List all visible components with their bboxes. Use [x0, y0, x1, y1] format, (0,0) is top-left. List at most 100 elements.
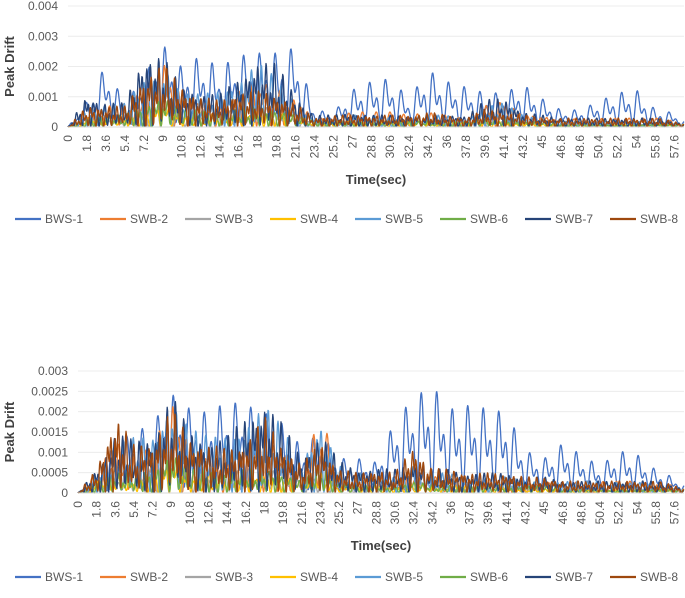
y-tick-label: 0.0005 — [31, 466, 68, 480]
x-tick-label: 21.6 — [288, 135, 302, 159]
x-tick-label: 5.4 — [118, 135, 132, 152]
x-tick-label: 34.2 — [421, 135, 435, 159]
c1-series-swb-8 — [67, 67, 685, 128]
x-tick-label: 32.4 — [407, 501, 421, 525]
y-tick-label: 0.002 — [38, 405, 68, 419]
chart-1-svg: 0 0.001 0.002 0.003 0.004 0 1.8 3.6 5.4 7.2 9 10.8 1… — [2, 0, 685, 226]
legend-label: SWB-7 — [555, 570, 593, 584]
x-axis-title: Time(sec) — [346, 172, 406, 187]
x-tick-label: 57.6 — [668, 501, 682, 525]
x-tick-label: 27 — [351, 501, 365, 515]
x-tick-label: 54 — [630, 135, 644, 149]
x-tick-label: 1.8 — [80, 135, 94, 152]
x-tick-label: 41.4 — [500, 501, 514, 525]
legend-label: SWB-4 — [300, 212, 338, 226]
x-tick-label: 52.2 — [611, 135, 625, 159]
x-tick-label: 19.8 — [269, 135, 283, 159]
x-tick-label: 12.6 — [194, 135, 208, 159]
x-tick-label: 3.6 — [108, 501, 122, 518]
legend-label: SWB-5 — [385, 212, 423, 226]
legend-label: SWB-4 — [300, 570, 338, 584]
y-tick-label: 0.0015 — [31, 425, 68, 439]
legend-label: SWB-3 — [215, 570, 253, 584]
y-tick-label: 0.003 — [38, 364, 68, 378]
x-tick-label: 39.6 — [478, 135, 492, 159]
x-tick-label: 37.8 — [463, 501, 477, 525]
legend-label: SWB-2 — [130, 570, 168, 584]
y-tick-label: 0.001 — [38, 445, 68, 459]
y-tick-label: 0 — [51, 120, 58, 134]
y-axis-title: Peak Drift — [2, 401, 17, 462]
x-tick-label: 45 — [535, 135, 549, 149]
x-axis-title: Time(sec) — [351, 538, 411, 553]
legend-label: SWB-5 — [385, 570, 423, 584]
y-tick-label: 0 — [61, 486, 68, 500]
x-tick-label: 7.2 — [137, 135, 151, 152]
legend-label: BWS-1 — [45, 212, 83, 226]
x-tick-label: 46.8 — [556, 501, 570, 525]
x-tick-label: 43.2 — [516, 135, 530, 159]
y-tick-label: 0.0025 — [31, 384, 68, 398]
legend-label: SWB-8 — [640, 212, 678, 226]
legend-label: SWB-6 — [470, 570, 508, 584]
x-tick-label: 19.8 — [276, 501, 290, 525]
x-tick-label: 23.4 — [307, 135, 321, 159]
x-tick-label: 50.4 — [592, 135, 606, 159]
x-tick-label: 28.8 — [364, 135, 378, 159]
peak-drift-chart-1: 0 0.001 0.002 0.003 0.004 0 1.8 3.6 5.4 7.2 9 10.8 1… — [0, 0, 685, 240]
y-tick-label: 0.001 — [28, 90, 58, 104]
peak-drift-chart-2: 0 0.0005 0.001 0.0015 0.002 0.0025 0.003 0 1.8 3.… — [0, 360, 685, 593]
y-tick-label: 0.003 — [28, 29, 58, 43]
x-tick-label: 36 — [444, 501, 458, 515]
x-tick-label: 14.4 — [213, 135, 227, 159]
x-tick-label: 12.6 — [202, 501, 216, 525]
x-tick-label: 25.2 — [326, 135, 340, 159]
x-tick-label: 46.8 — [554, 135, 568, 159]
x-tick-label: 55.8 — [649, 135, 663, 159]
x-tick-label: 45 — [537, 501, 551, 515]
x-tick-label: 52.2 — [612, 501, 626, 525]
x-tick-label: 30.6 — [388, 501, 402, 525]
x-tick-label: 48.6 — [573, 135, 587, 159]
legend-label: BWS-1 — [45, 570, 83, 584]
legend-label: SWB-7 — [555, 212, 593, 226]
x-tick-label: 18 — [251, 135, 265, 149]
x-tick-label: 9 — [156, 135, 170, 142]
x-tick-label: 18 — [257, 501, 271, 515]
x-tick-label: 1.8 — [90, 501, 104, 518]
x-tick-label: 55.8 — [649, 501, 663, 525]
legend-label: SWB-2 — [130, 212, 168, 226]
legend-label: SWB-6 — [470, 212, 508, 226]
x-tick-label: 27 — [345, 135, 359, 149]
c2-series-swb-8 — [77, 413, 685, 494]
x-tick-label: 21.6 — [295, 501, 309, 525]
x-tick-label: 50.4 — [593, 501, 607, 525]
x-tick-label: 10.8 — [183, 501, 197, 525]
x-tick-label: 10.8 — [175, 135, 189, 159]
x-tick-label: 25.2 — [332, 501, 346, 525]
legend-label: SWB-3 — [215, 212, 253, 226]
legend-label: SWB-8 — [640, 570, 678, 584]
x-tick-label: 0 — [71, 501, 85, 508]
c1-series-bws-1 — [67, 46, 685, 128]
x-tick-label: 43.2 — [519, 501, 533, 525]
x-tick-label: 7.2 — [146, 501, 160, 518]
x-tick-label: 57.6 — [668, 135, 682, 159]
x-tick-label: 54 — [630, 501, 644, 515]
x-tick-label: 3.6 — [99, 135, 113, 152]
x-tick-label: 48.6 — [574, 501, 588, 525]
x-tick-label: 39.6 — [481, 501, 495, 525]
x-tick-label: 36 — [440, 135, 454, 149]
y-tick-label: 0.004 — [28, 0, 58, 13]
x-tick-label: 16.2 — [239, 501, 253, 525]
x-tick-label: 0 — [61, 135, 75, 142]
x-tick-label: 30.6 — [383, 135, 397, 159]
x-tick-label: 23.4 — [313, 501, 327, 525]
x-tick-label: 37.8 — [459, 135, 473, 159]
x-tick-label: 5.4 — [127, 501, 141, 518]
x-tick-label: 41.4 — [497, 135, 511, 159]
y-axis-title: Peak Drift — [2, 35, 17, 96]
x-tick-label: 14.4 — [220, 501, 234, 525]
x-tick-label: 28.8 — [369, 501, 383, 525]
chart-2-svg: 0 0.0005 0.001 0.0015 0.002 0.0025 0.003 0 1.8 3.… — [2, 364, 685, 584]
